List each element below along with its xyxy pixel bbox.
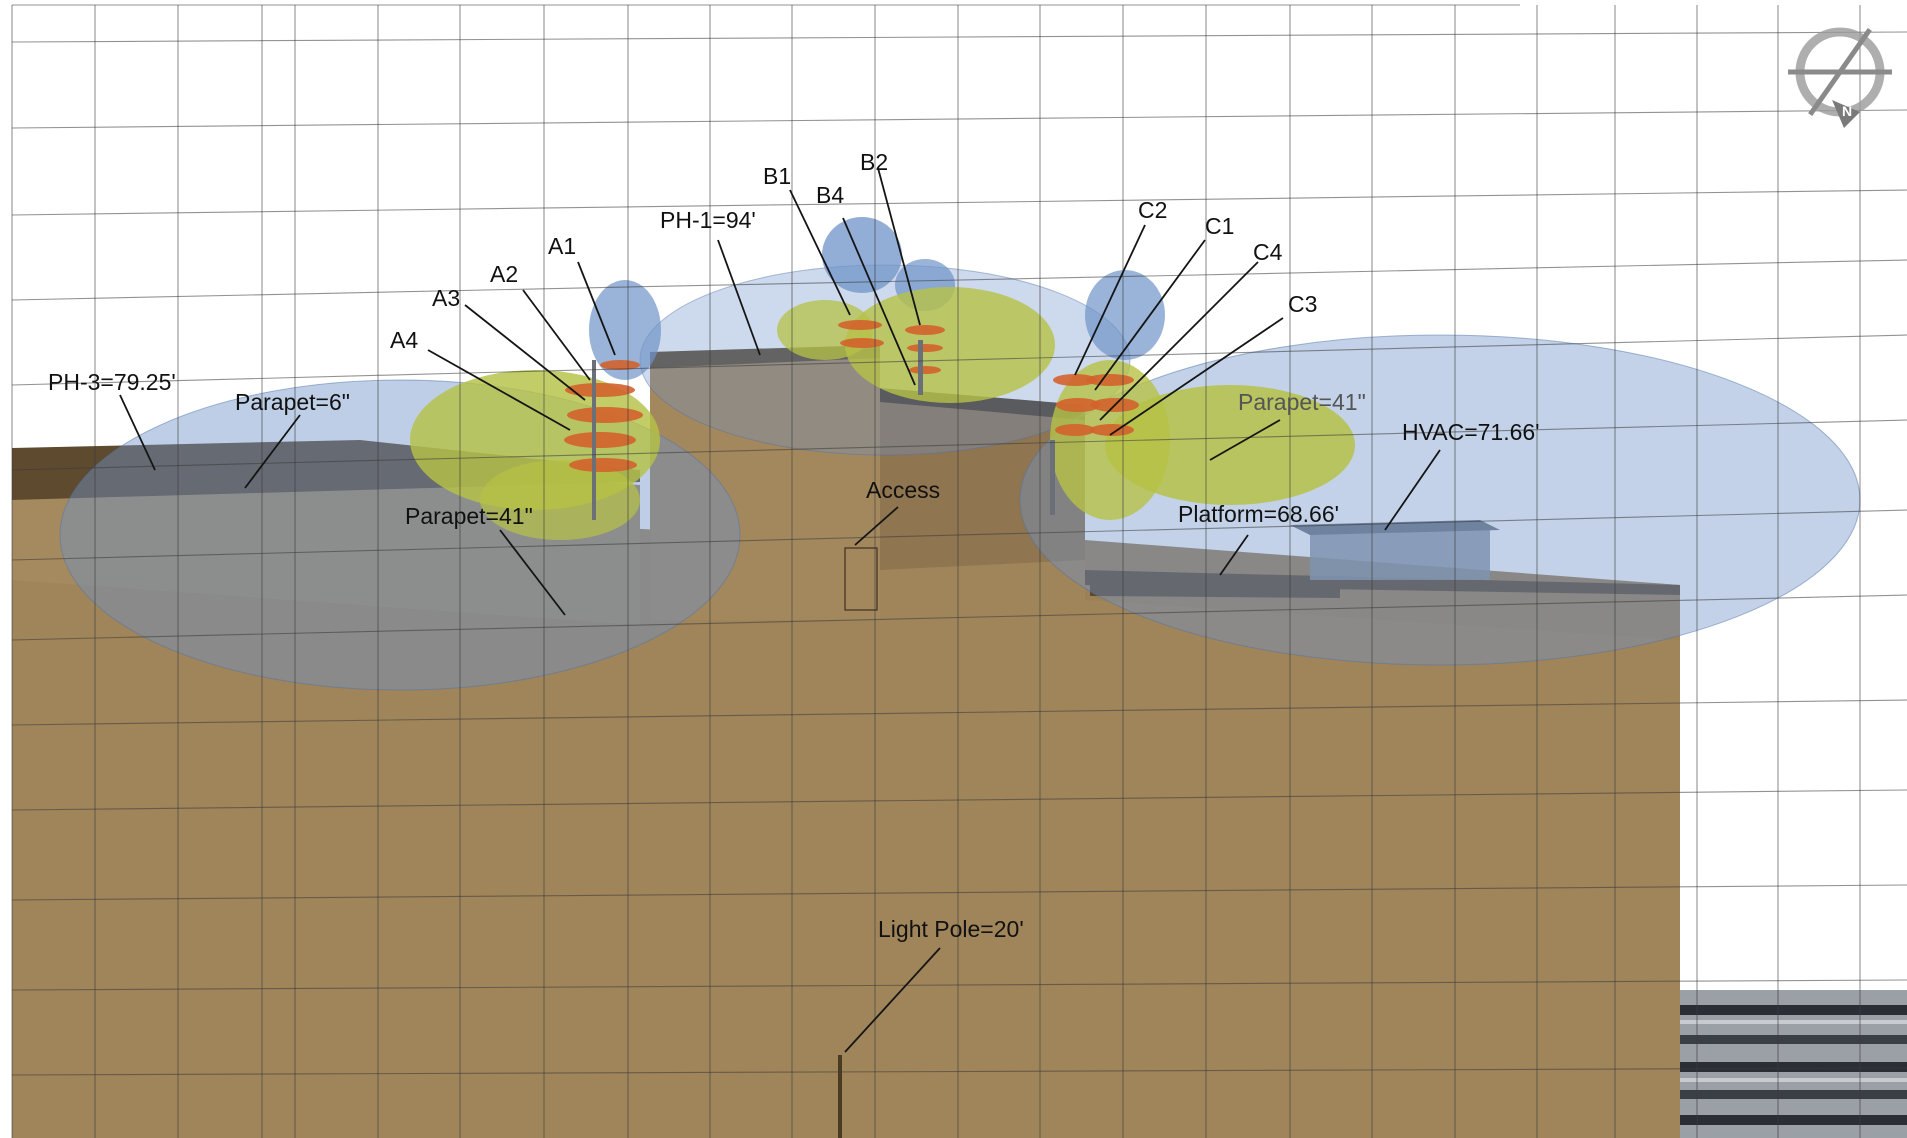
label-hvac: HVAC=71.66' (1402, 419, 1540, 445)
antenna-lobe-c (1105, 385, 1355, 505)
antenna-mast-b (918, 340, 923, 395)
label-b4: B4 (816, 182, 844, 208)
compass-north-icon[interactable]: N (1788, 27, 1892, 128)
label-c2: C2 (1138, 197, 1167, 223)
label-c4: C4 (1253, 239, 1283, 265)
penthouse-center-slope (880, 390, 1085, 570)
label-a4: A4 (390, 327, 418, 353)
coverage-lobe-b-top (822, 217, 902, 293)
coverage-lobe-c-top (1085, 270, 1165, 360)
label-ph1: PH-1=94' (660, 207, 756, 233)
label-access: Access (866, 477, 940, 503)
penthouse-ph1 (650, 350, 880, 620)
label-c1: C1 (1205, 213, 1234, 239)
coverage-lobe-a-top (589, 280, 661, 380)
label-b2: B2 (860, 149, 888, 175)
antenna-lobe-b-left (777, 300, 873, 360)
label-a2: A2 (490, 261, 518, 287)
label-a1: A1 (548, 233, 576, 259)
antenna-elements (564, 320, 1139, 520)
antenna-stack-a (564, 360, 643, 472)
building-facade (12, 495, 1680, 1138)
antenna-stack-c (1053, 374, 1139, 436)
antenna-lobe-b (845, 287, 1055, 403)
aerial-photo-strip (1680, 990, 1907, 1138)
access-door (844, 547, 878, 611)
antenna-lobe-a-lower (480, 460, 640, 540)
label-ph3: PH-3=79.25' (48, 369, 176, 395)
grid-overlay (11, 4, 1907, 1138)
leader-lines (119, 167, 1441, 1053)
antenna-lobes (410, 287, 1355, 540)
label-parapet-6: Parapet=6" (235, 389, 350, 415)
platform-block (1090, 578, 1340, 598)
hvac-unit (1310, 530, 1490, 580)
antenna-mast-c (1050, 440, 1055, 515)
label-light-pole: Light Pole=20' (878, 916, 1024, 942)
hvac-unit-top (1290, 520, 1500, 535)
compass-letter: N (1842, 103, 1852, 119)
label-parapet-41-right: Parapet=41" (1238, 389, 1366, 415)
label-platform: Platform=68.66' (1178, 501, 1339, 527)
annotation-labels: PH-3=79.25' Parapet=6" Parapet=41" A4 A3… (48, 149, 1540, 942)
label-a3: A3 (432, 285, 460, 311)
label-b1: B1 (763, 163, 791, 189)
label-parapet-41-left: Parapet=41" (405, 503, 533, 529)
roof-edge-right (1085, 570, 1680, 595)
light-pole (838, 1055, 842, 1138)
antenna-mast-a (592, 360, 596, 520)
antenna-stack-b (838, 320, 945, 374)
label-c3: C3 (1288, 291, 1317, 317)
